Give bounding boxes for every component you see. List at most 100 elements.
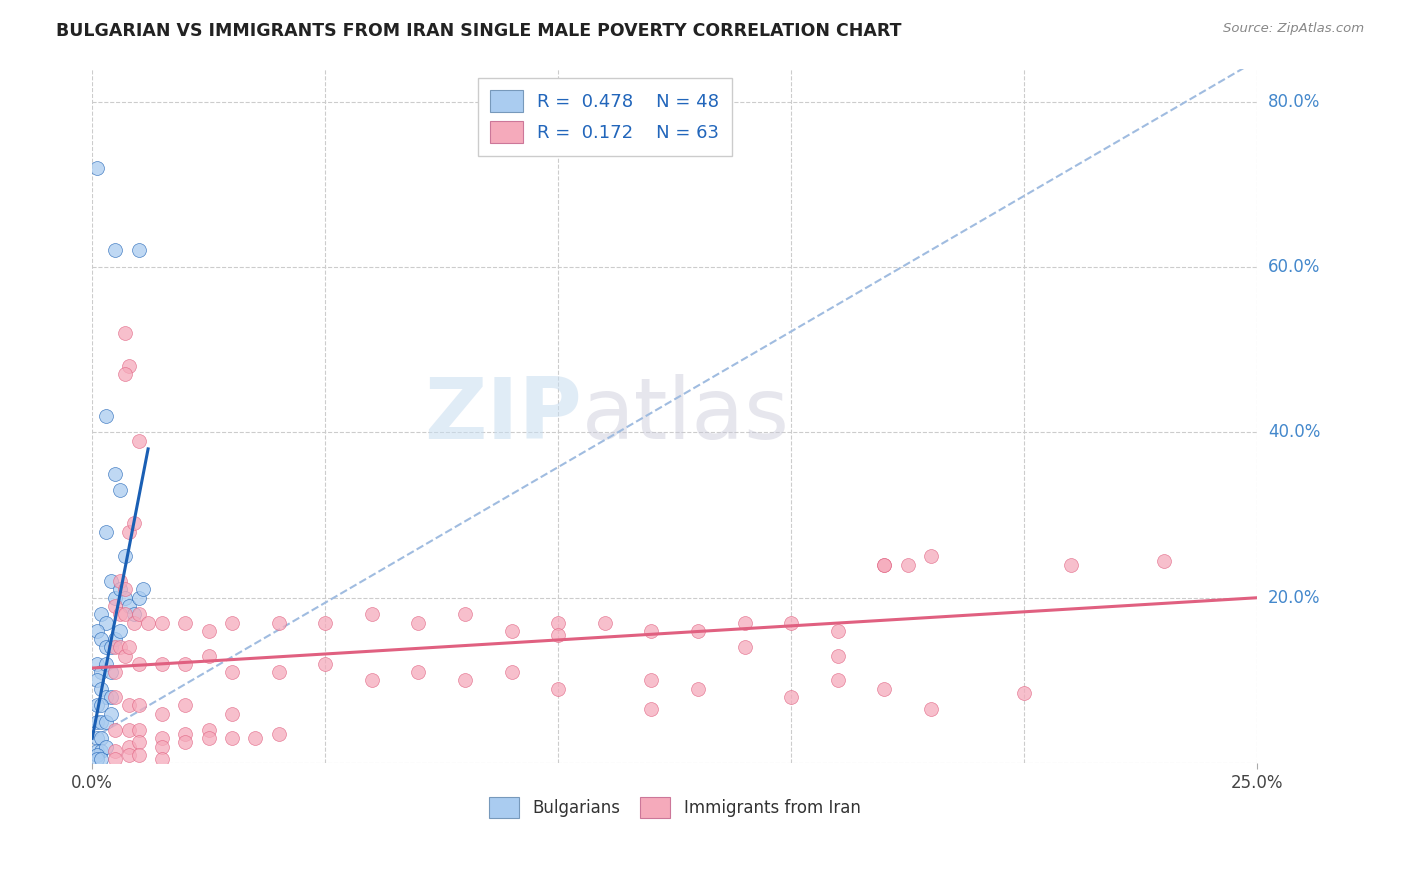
Point: [118, 524, 141, 539]
Point: [873, 558, 896, 572]
Point: [501, 665, 523, 680]
Point: [96, 409, 118, 423]
Point: [104, 665, 127, 680]
Text: Source: ZipAtlas.com: Source: ZipAtlas.com: [1223, 22, 1364, 36]
Point: [118, 640, 141, 655]
Point: [150, 657, 173, 671]
Point: [197, 624, 219, 638]
Point: [197, 648, 219, 663]
Point: [1153, 553, 1175, 567]
Point: [96, 690, 118, 704]
Point: [221, 706, 243, 721]
Point: [873, 558, 896, 572]
Point: [128, 698, 150, 713]
Point: [150, 706, 173, 721]
Point: [114, 591, 136, 605]
Point: [104, 744, 127, 758]
Point: [408, 665, 430, 680]
Point: [90, 607, 112, 622]
Point: [86, 744, 108, 758]
Point: [114, 549, 136, 564]
Point: [86, 731, 108, 746]
Point: [90, 744, 112, 758]
Point: [174, 698, 197, 713]
Point: [827, 648, 849, 663]
Point: [640, 673, 662, 688]
Point: [86, 161, 108, 175]
Text: BULGARIAN VS IMMIGRANTS FROM IRAN SINGLE MALE POVERTY CORRELATION CHART: BULGARIAN VS IMMIGRANTS FROM IRAN SINGLE…: [56, 22, 901, 40]
Point: [90, 698, 112, 713]
Point: [128, 244, 150, 258]
Point: [314, 657, 336, 671]
Point: [86, 624, 108, 638]
Point: [114, 582, 136, 597]
Point: [734, 615, 756, 630]
Point: [108, 574, 131, 589]
Text: 60.0%: 60.0%: [1268, 258, 1320, 276]
Point: [128, 735, 150, 749]
Legend: Bulgarians, Immigrants from Iran: Bulgarians, Immigrants from Iran: [482, 790, 868, 824]
Point: [96, 640, 118, 655]
Point: [96, 739, 118, 754]
Point: [686, 681, 709, 696]
Point: [90, 714, 112, 729]
Point: [128, 607, 150, 622]
Text: 80.0%: 80.0%: [1268, 93, 1320, 111]
Point: [197, 731, 219, 746]
Point: [150, 615, 173, 630]
Point: [593, 615, 616, 630]
Point: [221, 615, 243, 630]
Point: [454, 673, 477, 688]
Point: [108, 582, 131, 597]
Point: [90, 764, 112, 779]
Point: [86, 657, 108, 671]
Text: atlas: atlas: [582, 375, 789, 458]
Point: [150, 752, 173, 766]
Point: [150, 739, 173, 754]
Point: [122, 516, 145, 531]
Text: 40.0%: 40.0%: [1268, 424, 1320, 442]
Point: [408, 615, 430, 630]
Point: [90, 731, 112, 746]
Point: [96, 714, 118, 729]
Point: [90, 632, 112, 646]
Point: [118, 739, 141, 754]
Point: [96, 657, 118, 671]
Point: [122, 607, 145, 622]
Point: [245, 731, 267, 746]
Point: [118, 359, 141, 374]
Point: [100, 690, 122, 704]
Point: [100, 665, 122, 680]
Point: [104, 640, 127, 655]
Point: [780, 615, 803, 630]
Point: [86, 752, 108, 766]
Point: [640, 624, 662, 638]
Point: [1060, 558, 1083, 572]
Point: [128, 591, 150, 605]
Point: [90, 681, 112, 696]
Point: [108, 607, 131, 622]
Point: [686, 624, 709, 638]
Point: [114, 607, 136, 622]
Point: [104, 752, 127, 766]
Point: [128, 657, 150, 671]
Point: [734, 640, 756, 655]
Point: [118, 747, 141, 762]
Point: [128, 434, 150, 448]
Point: [90, 752, 112, 766]
Point: [150, 731, 173, 746]
Point: [108, 640, 131, 655]
Point: [100, 706, 122, 721]
Point: [827, 624, 849, 638]
Point: [1012, 686, 1035, 700]
Point: [897, 558, 920, 572]
Point: [114, 326, 136, 340]
Point: [314, 615, 336, 630]
Point: [108, 624, 131, 638]
Point: [104, 244, 127, 258]
Point: [128, 747, 150, 762]
Point: [827, 673, 849, 688]
Point: [100, 574, 122, 589]
Point: [86, 673, 108, 688]
Point: [174, 735, 197, 749]
